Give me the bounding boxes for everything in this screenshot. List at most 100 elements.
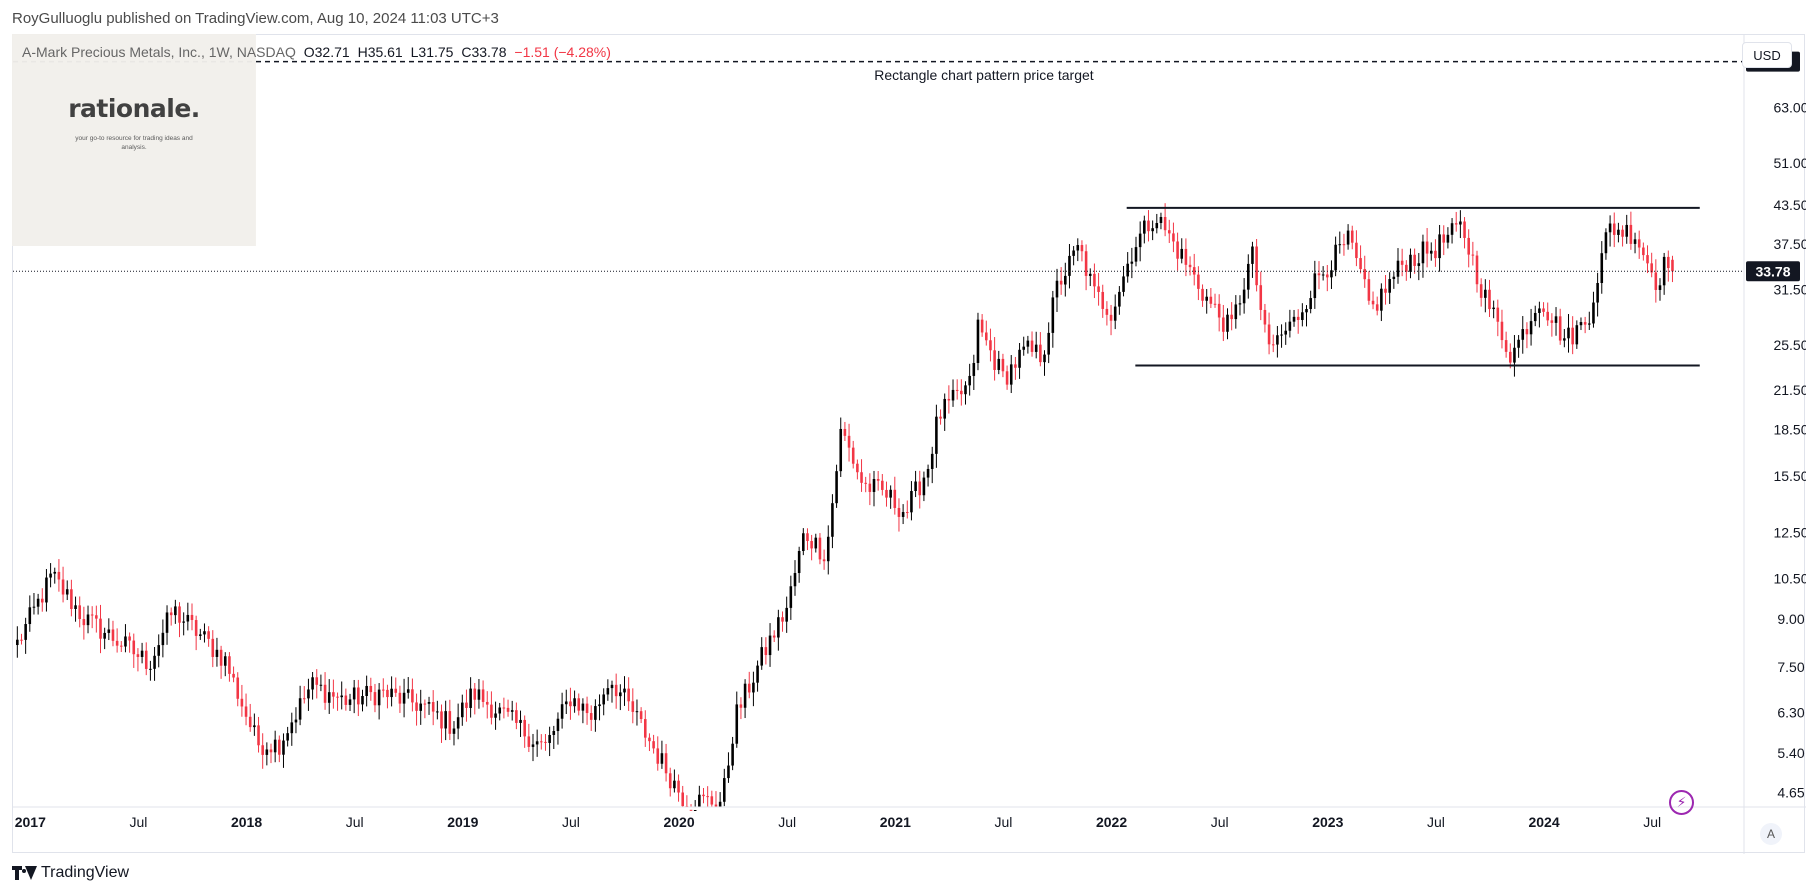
candle-body (1612, 223, 1616, 235)
candle-body (1621, 229, 1624, 237)
candle-body (614, 684, 618, 697)
candle-body (1155, 223, 1159, 229)
candle-body (1213, 303, 1217, 305)
candle-body (793, 573, 797, 587)
candle-body (585, 703, 589, 714)
candle-body (153, 655, 156, 669)
candle-body (714, 804, 718, 807)
x-tick-label: 2019 (447, 814, 478, 830)
candle-body (1338, 244, 1342, 246)
x-tick-label: 2024 (1528, 814, 1559, 830)
candle-body (1596, 283, 1599, 303)
price-axis: 63.00 51.00 43.50 37.50 31.50 25.50 21.50 18.50… (1743, 35, 1806, 854)
y-tick-label: 4.65 (1777, 784, 1804, 800)
candle-body (797, 551, 801, 574)
candle-body (1059, 280, 1063, 285)
candle-body (99, 618, 102, 639)
candle-body (818, 537, 822, 560)
candle-body (1642, 247, 1645, 256)
candle-body (1513, 347, 1516, 363)
candle-body (1288, 321, 1292, 331)
candle-body (893, 489, 897, 508)
candle-body (693, 809, 697, 811)
candle-body (90, 614, 94, 616)
candle-body (960, 390, 963, 395)
candle-body (1633, 239, 1637, 244)
candle-body (1176, 241, 1179, 259)
candle-body (506, 707, 510, 712)
candle-body (943, 398, 946, 419)
candle-body (1026, 340, 1030, 347)
candle-body (282, 740, 285, 755)
candle-body (677, 780, 680, 793)
candle-body (278, 739, 281, 755)
candle-body (777, 617, 780, 638)
candle-body (1292, 316, 1296, 322)
y-tick-label: 25.50 (1773, 337, 1806, 353)
candle-body (1180, 248, 1184, 259)
tradingview-footer[interactable]: TradingView (12, 864, 129, 882)
price-chart[interactable]: 75.00Rectangle chart pattern price targe… (13, 35, 1806, 854)
candle-body (1093, 273, 1096, 287)
candle-body (1246, 263, 1250, 290)
candle-body (1101, 291, 1105, 309)
candle-body (631, 701, 635, 712)
low-value: L31.75 (410, 44, 454, 60)
candle-body (298, 698, 302, 720)
candle-body (868, 483, 872, 492)
candle-body (1159, 216, 1163, 224)
candle-body (1143, 220, 1146, 234)
candle-body (1396, 260, 1400, 277)
candle-body (872, 479, 876, 492)
auto-scale-button[interactable]: A (1760, 823, 1782, 845)
y-tick-label: 7.50 (1777, 659, 1804, 675)
candle-body (1184, 248, 1188, 265)
candle-body (1417, 263, 1421, 266)
candle-body (876, 479, 880, 481)
candle-body (560, 704, 564, 719)
candle-body (1500, 321, 1504, 341)
candle-body (1068, 255, 1071, 276)
symbol-name: A-Mark Precious Metals, Inc., 1W, NASDAQ (22, 44, 296, 60)
candle-body (1667, 256, 1670, 269)
candle-body (1342, 244, 1346, 246)
candle-body (1122, 276, 1125, 292)
candle-body (290, 722, 294, 734)
candle-body (473, 688, 477, 700)
last-price-badge (1746, 261, 1800, 282)
chart-frame[interactable]: 75.00Rectangle chart pattern price targe… (12, 34, 1806, 854)
candle-body (643, 719, 647, 738)
candle-body (1030, 340, 1034, 352)
currency-button[interactable]: USD (1742, 42, 1792, 68)
candle-body (1313, 273, 1317, 299)
candle-body (1558, 316, 1562, 341)
lightning-bolt-icon[interactable]: ⚡ (1669, 790, 1694, 815)
candle-body (319, 684, 323, 686)
candle-body (864, 482, 867, 484)
candle-body (569, 701, 572, 707)
candle-body (45, 577, 48, 603)
candle-body (502, 707, 506, 709)
candle-body (639, 711, 643, 720)
candle-body (1084, 251, 1088, 276)
candle-body (132, 640, 136, 655)
candle-body (1172, 233, 1175, 242)
candle-body (1109, 314, 1113, 321)
candle-body (1380, 288, 1383, 311)
candle-body (519, 719, 522, 723)
candle-body (65, 589, 69, 595)
y-tick-label: 51.00 (1773, 155, 1806, 171)
y-tick-label: 15.50 (1773, 468, 1806, 484)
candle-body (1201, 288, 1204, 301)
candle-body (1363, 269, 1367, 280)
candle-body (128, 636, 131, 641)
candle-body (664, 753, 668, 774)
x-tick-label: Jul (994, 814, 1012, 830)
candle-body (756, 665, 759, 683)
candle-body (1088, 273, 1092, 276)
candle-body (1508, 351, 1512, 363)
open-value: O32.71 (303, 44, 350, 60)
tradingview-brand: TradingView (41, 864, 130, 881)
candle-body (257, 725, 260, 746)
candle-body (914, 481, 917, 492)
